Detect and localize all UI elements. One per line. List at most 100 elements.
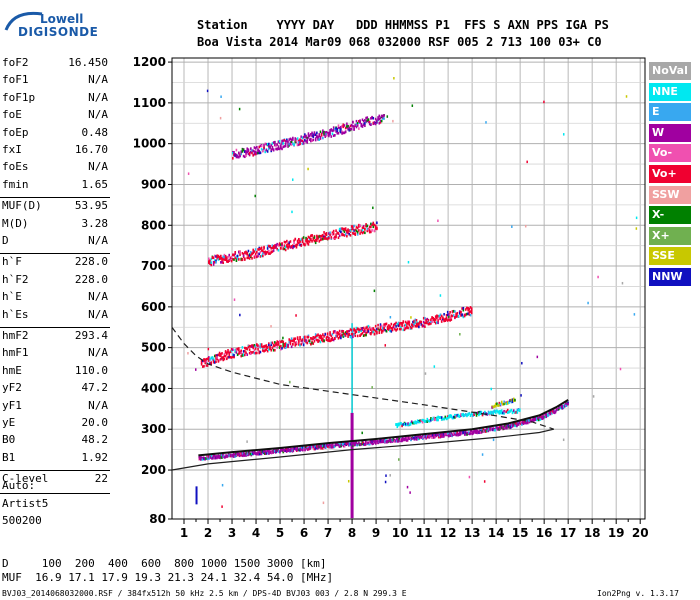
echo-point (276, 247, 279, 251)
echo-point (248, 152, 251, 155)
header-row-labels: Station YYYY DAY DDD HHMMSS P1 FFS S AXN… (197, 18, 609, 32)
echo-point (413, 437, 416, 441)
echo-point (346, 126, 348, 129)
echo-point (342, 233, 345, 237)
echo-point (351, 444, 353, 447)
echo-point (348, 229, 351, 233)
echo-point (540, 416, 543, 419)
echo-point (342, 228, 345, 232)
echo-point (326, 335, 329, 338)
echo-point (323, 339, 325, 343)
echo-point (504, 424, 506, 428)
scaler-name: Artist5 (2, 497, 49, 510)
echo-point (344, 333, 347, 336)
echo-point (314, 137, 317, 140)
echo-point (359, 119, 361, 122)
echo-point (438, 416, 441, 419)
echo-point (325, 130, 328, 134)
echo-point (211, 255, 214, 259)
echo-point (410, 420, 413, 424)
echo-point (400, 422, 402, 425)
echo-point (246, 353, 249, 356)
echo-point (272, 141, 275, 144)
echo-point (256, 351, 258, 355)
echo-point (204, 359, 207, 363)
echo-point (274, 448, 277, 452)
echo-point (332, 338, 335, 342)
echo-point (450, 315, 453, 318)
echo-point (262, 345, 264, 349)
param-name: M(D) (2, 216, 29, 230)
echo-point (316, 334, 318, 337)
echo-point (244, 453, 247, 457)
echo-point (565, 402, 568, 406)
echo-point (268, 142, 270, 146)
echo-point (427, 419, 430, 423)
echo-point (443, 319, 445, 323)
noise-point (206, 89, 209, 93)
echo-point (241, 147, 244, 151)
echo-point (334, 237, 336, 240)
echo-point (364, 443, 367, 446)
echo-point (314, 338, 317, 341)
echo-point (444, 433, 447, 436)
echo-point (224, 354, 227, 358)
echo-point (270, 250, 273, 254)
echo-point (203, 456, 206, 460)
echo-point (222, 255, 225, 258)
echo-point (355, 125, 358, 129)
echo-point (398, 437, 401, 441)
echo-point (224, 254, 227, 258)
echo-point (434, 417, 437, 420)
param-name: B1 (2, 450, 16, 464)
echo-point (403, 328, 406, 332)
echo-point (286, 140, 288, 143)
echo-point (271, 142, 274, 145)
echo-point (307, 136, 310, 139)
echo-point (444, 416, 447, 419)
echo-point (369, 442, 371, 446)
echo-point (433, 318, 436, 321)
echo-point (467, 413, 469, 417)
echo-point (263, 146, 265, 150)
echo-point (415, 322, 418, 326)
echo-point (463, 430, 465, 434)
echo-point (266, 150, 269, 153)
noise-point (372, 206, 374, 210)
echo-point (398, 422, 401, 426)
echo-point (356, 334, 359, 338)
echo-point (382, 327, 384, 331)
echo-point (246, 453, 248, 456)
echo-point (542, 416, 545, 419)
echo-point (437, 319, 439, 322)
echo-point (211, 456, 213, 460)
echo-point (422, 419, 425, 422)
echo-point (332, 442, 334, 446)
echo-point (368, 229, 371, 232)
param-value: 53.95 (74, 199, 108, 213)
echo-point (316, 234, 318, 238)
echo-point (381, 440, 384, 444)
echo-point (320, 235, 323, 238)
echo-point (322, 237, 324, 241)
echo-point (364, 228, 366, 231)
echo-point (282, 448, 285, 452)
echo-point (362, 119, 365, 123)
echo-point (210, 456, 212, 459)
echo-point (301, 142, 304, 146)
echo-point (341, 333, 343, 337)
echo-point (283, 345, 286, 349)
echo-point (358, 442, 360, 446)
echo-point (428, 322, 431, 325)
echo-point (374, 442, 377, 445)
echo-point (566, 402, 569, 405)
echo-point (294, 138, 297, 142)
echo-point (298, 339, 300, 342)
echo-point (469, 413, 472, 417)
echo-point (368, 120, 371, 124)
echo-point (421, 436, 423, 439)
echo-point (274, 245, 276, 249)
echo-point (330, 337, 333, 341)
echo-point (378, 328, 381, 332)
echo-point (512, 409, 515, 413)
